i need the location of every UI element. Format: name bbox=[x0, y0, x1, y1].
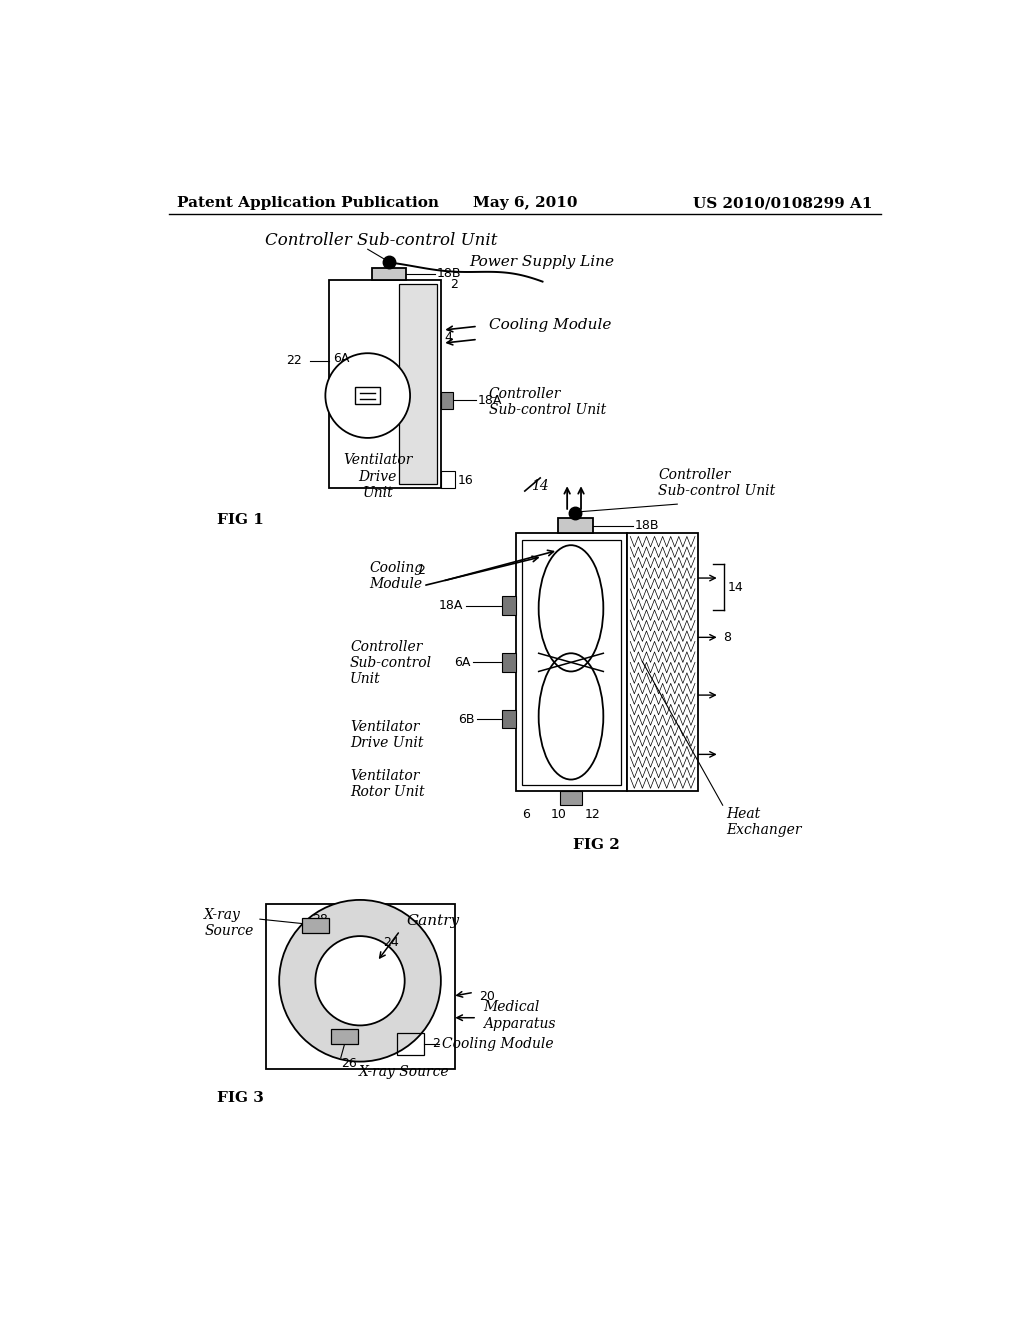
Text: X-ray Source: X-ray Source bbox=[358, 1065, 450, 1078]
Text: Controller
Sub-control
Unit: Controller Sub-control Unit bbox=[350, 640, 432, 686]
Text: FIG 1: FIG 1 bbox=[217, 513, 263, 527]
Polygon shape bbox=[628, 533, 698, 792]
Text: Controller
Sub-control Unit: Controller Sub-control Unit bbox=[488, 387, 606, 417]
Circle shape bbox=[280, 900, 441, 1061]
Text: May 6, 2010: May 6, 2010 bbox=[472, 197, 578, 210]
Text: Medical
Apparatus: Medical Apparatus bbox=[483, 1001, 556, 1031]
Polygon shape bbox=[521, 540, 621, 785]
Text: 14: 14 bbox=[727, 581, 743, 594]
Text: Patent Application Publication: Patent Application Publication bbox=[177, 197, 438, 210]
Polygon shape bbox=[331, 1028, 358, 1044]
Text: 2: 2 bbox=[451, 279, 458, 292]
Text: 18A: 18A bbox=[439, 599, 463, 612]
Text: 12: 12 bbox=[585, 808, 601, 821]
Text: 2: 2 bbox=[432, 1038, 439, 1051]
Text: Ventilator
Drive
Unit: Ventilator Drive Unit bbox=[343, 453, 413, 500]
Text: Ventilator
Rotor Unit: Ventilator Rotor Unit bbox=[350, 768, 425, 799]
Text: 6: 6 bbox=[521, 808, 529, 821]
Text: 16: 16 bbox=[458, 474, 473, 487]
Text: 2: 2 bbox=[417, 564, 425, 577]
Text: Cooling Module: Cooling Module bbox=[488, 318, 611, 331]
Text: FIG 3: FIG 3 bbox=[217, 1090, 263, 1105]
Text: 6A: 6A bbox=[455, 656, 471, 669]
Text: Heat
Exchanger: Heat Exchanger bbox=[726, 807, 801, 837]
Text: 4: 4 bbox=[444, 331, 452, 345]
Polygon shape bbox=[398, 284, 437, 484]
Text: FIG 2: FIG 2 bbox=[573, 838, 621, 853]
Polygon shape bbox=[502, 653, 515, 672]
Text: 8: 8 bbox=[723, 631, 731, 644]
Text: Cooling Module: Cooling Module bbox=[441, 1038, 553, 1051]
Text: 18B: 18B bbox=[437, 268, 462, 280]
Polygon shape bbox=[558, 517, 593, 533]
Text: 20: 20 bbox=[479, 990, 496, 1003]
Text: Ventilator
Drive Unit: Ventilator Drive Unit bbox=[350, 719, 424, 750]
Polygon shape bbox=[441, 392, 454, 409]
Text: 22: 22 bbox=[287, 354, 302, 367]
Polygon shape bbox=[330, 280, 441, 488]
Polygon shape bbox=[502, 710, 515, 729]
Text: Cooling
Module: Cooling Module bbox=[370, 561, 423, 591]
Text: 18B: 18B bbox=[635, 519, 659, 532]
Text: 10: 10 bbox=[551, 808, 567, 821]
Text: 28: 28 bbox=[312, 912, 328, 925]
Text: 14: 14 bbox=[531, 479, 549, 492]
Text: Controller
Sub-control Unit: Controller Sub-control Unit bbox=[658, 469, 775, 499]
Polygon shape bbox=[301, 917, 330, 933]
Text: X-ray
Source: X-ray Source bbox=[205, 908, 254, 939]
Text: Power Supply Line: Power Supply Line bbox=[469, 255, 614, 268]
Text: Gantry: Gantry bbox=[407, 913, 460, 928]
Polygon shape bbox=[560, 792, 582, 805]
Polygon shape bbox=[515, 533, 628, 792]
Text: 18A: 18A bbox=[478, 393, 502, 407]
Circle shape bbox=[326, 354, 410, 438]
Polygon shape bbox=[372, 268, 407, 280]
Polygon shape bbox=[502, 597, 515, 615]
Text: 26: 26 bbox=[341, 1057, 356, 1071]
Text: US 2010/0108299 A1: US 2010/0108299 A1 bbox=[693, 197, 872, 210]
Text: Controller Sub-control Unit: Controller Sub-control Unit bbox=[265, 231, 498, 248]
Text: 6B: 6B bbox=[459, 713, 475, 726]
Circle shape bbox=[315, 936, 404, 1026]
Text: 24: 24 bbox=[383, 936, 399, 949]
Text: 6A: 6A bbox=[333, 352, 349, 366]
